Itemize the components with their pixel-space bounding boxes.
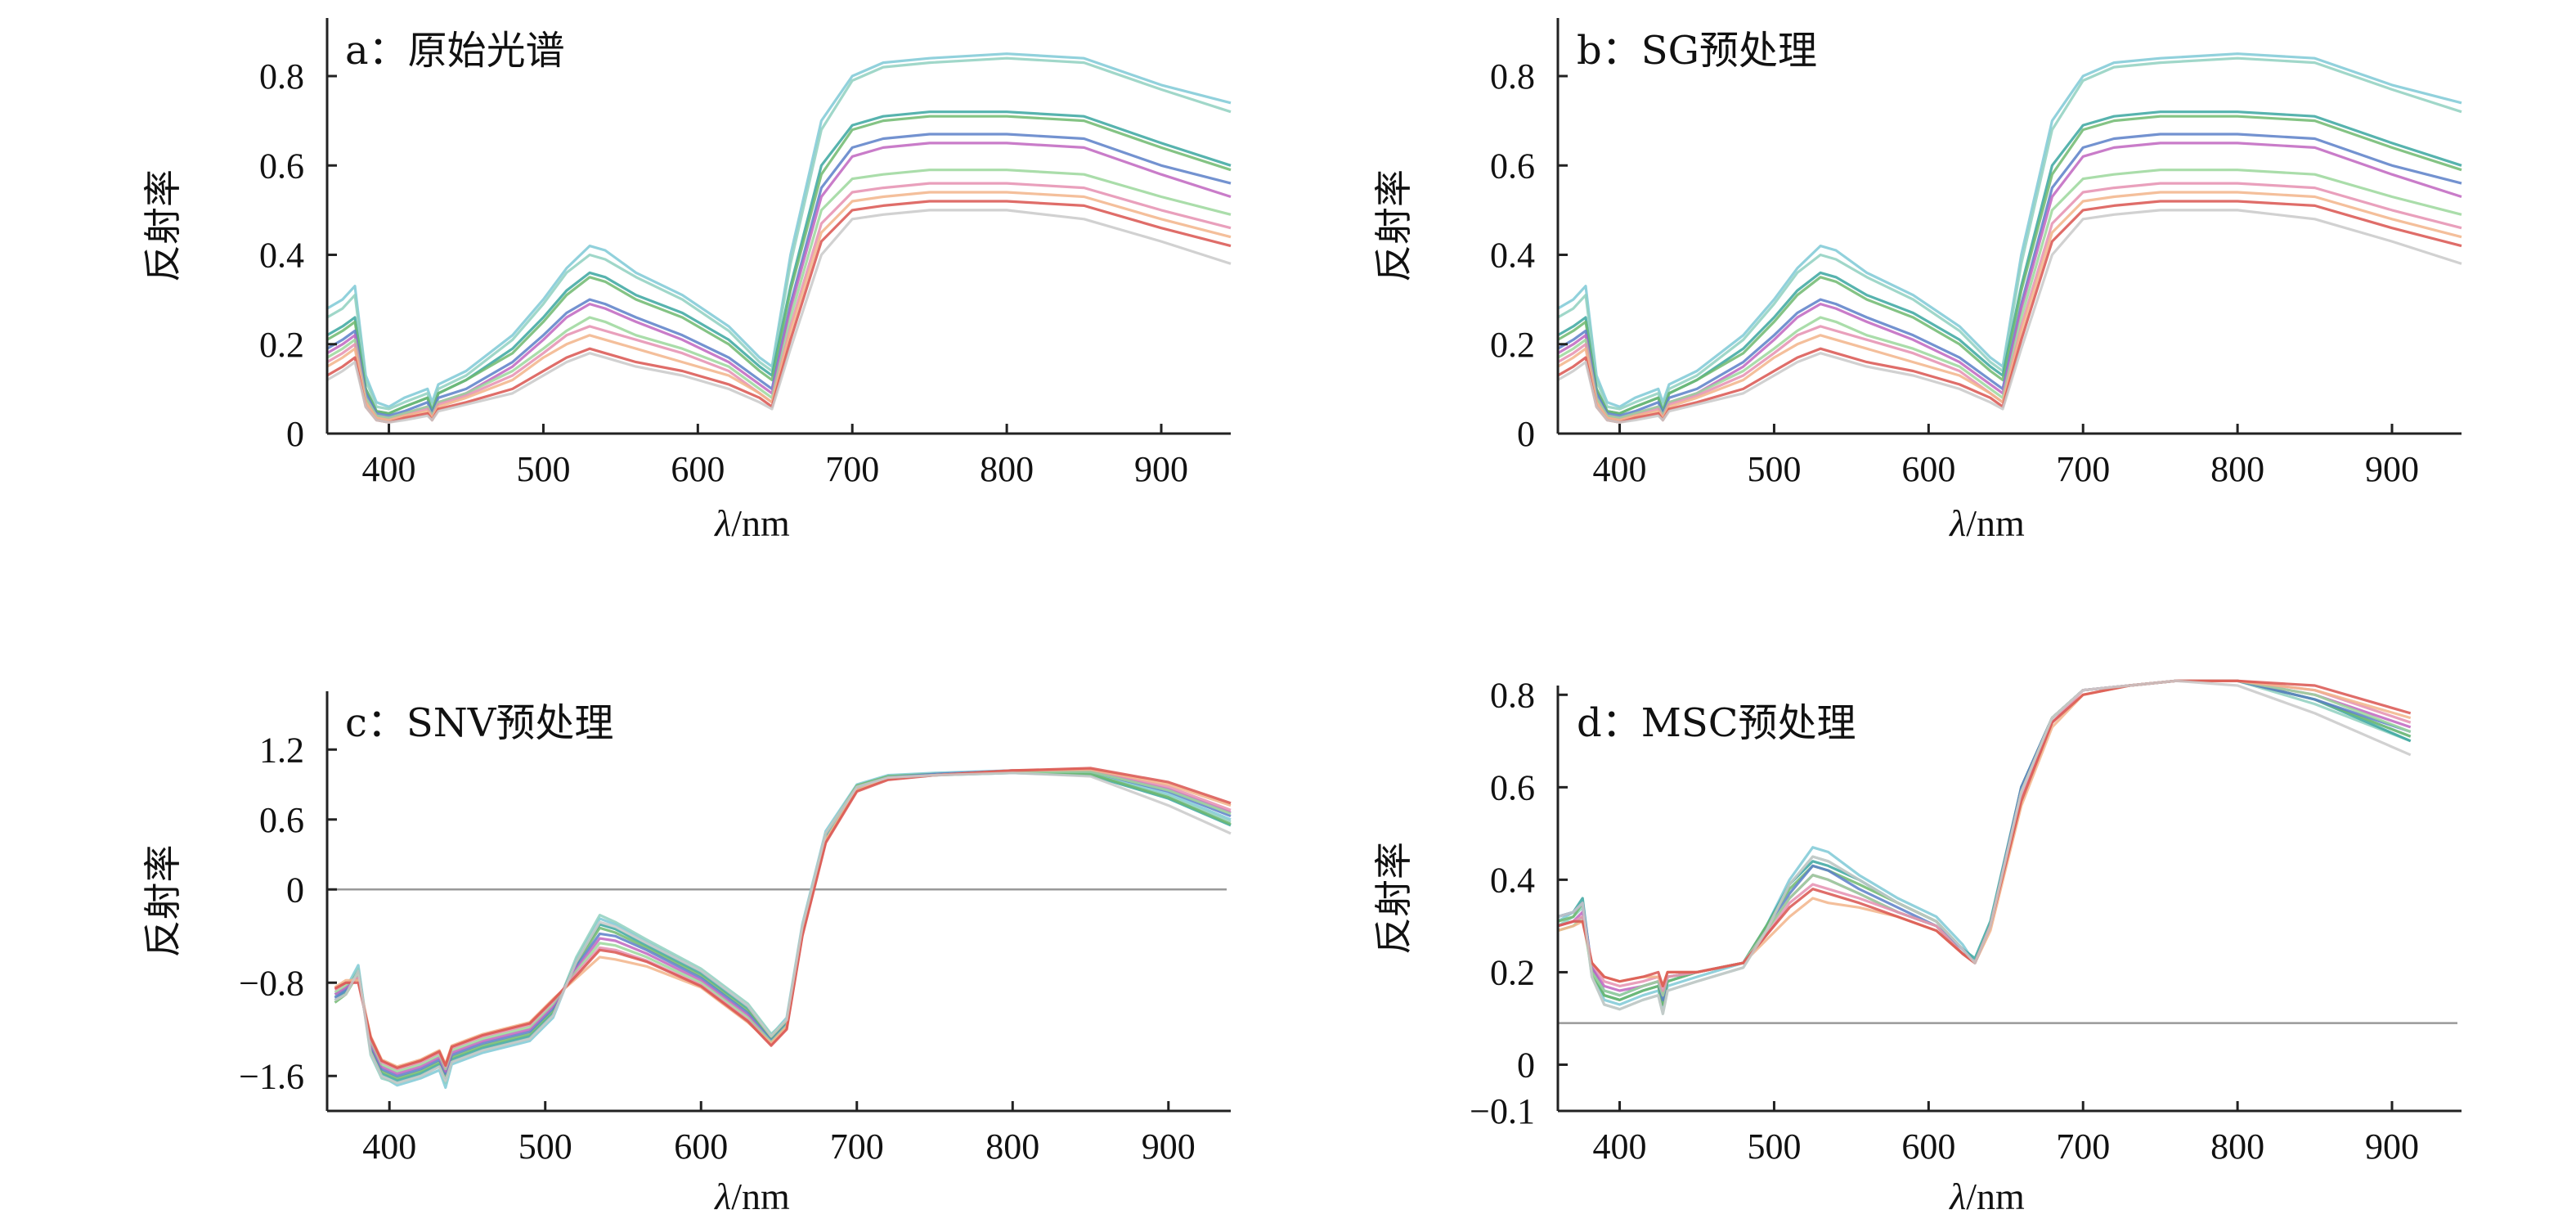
panel-c: c：SNV预处理 400 500 600 700 800 900 −1.6 −0.8 0 0.6 1… bbox=[142, 691, 1232, 1217]
x-tick-label: 500 bbox=[518, 1126, 572, 1167]
x-tick-label: 900 bbox=[2365, 1126, 2419, 1167]
spectrum-line-11 bbox=[1557, 209, 2462, 424]
spectrum-line-1 bbox=[1557, 52, 2462, 408]
x-tick-label: 800 bbox=[2210, 449, 2264, 489]
spectrum-line-2 bbox=[1557, 56, 2462, 411]
x-axis-title: λ/nm bbox=[713, 1176, 790, 1217]
spectrum-line-9 bbox=[1557, 191, 2462, 422]
y-tick-label: −0.1 bbox=[1470, 1091, 1535, 1131]
x-tick-label: 700 bbox=[2056, 449, 2110, 489]
x-tick-label: 600 bbox=[1901, 1126, 1955, 1167]
x-tick-label: 400 bbox=[362, 1126, 416, 1167]
spectrum-line-10 bbox=[334, 767, 1232, 1069]
panel-a-title: a：原始光谱 bbox=[345, 28, 565, 74]
y-tick-label: −0.8 bbox=[239, 963, 304, 1003]
y-axis-title: 反射率 bbox=[142, 169, 184, 282]
spectrum-line-5 bbox=[326, 133, 1232, 417]
x-tick-label: 900 bbox=[1142, 1126, 1196, 1167]
x-axis-unit: /nm bbox=[731, 1176, 790, 1217]
y-tick-label: 0.2 bbox=[1490, 325, 1535, 365]
spectrum-line-1 bbox=[326, 52, 1232, 408]
x-tick-label: 600 bbox=[671, 449, 725, 489]
x-axis-unit: /nm bbox=[1966, 502, 2025, 544]
y-tick-label: 0 bbox=[1517, 1045, 1535, 1085]
spectrum-line-5 bbox=[1557, 133, 2462, 417]
spectrum-line-7 bbox=[1557, 169, 2462, 420]
y-tick-label: 0.6 bbox=[1490, 767, 1535, 807]
y-tick-label: 0.6 bbox=[1490, 146, 1535, 186]
spectrum-line-2 bbox=[326, 56, 1232, 411]
y-tick-label: 0 bbox=[1517, 414, 1535, 454]
y-tick-label: 0.8 bbox=[1490, 56, 1535, 97]
x-tick-label: 800 bbox=[980, 449, 1034, 489]
panel-a: a：原始光谱 400 500 600 700 800 900 0 0.2 0.4 0.6 0.8 反射… bbox=[142, 18, 1232, 544]
x-tick-label: 800 bbox=[2210, 1126, 2264, 1167]
spectrum-line-11 bbox=[326, 209, 1232, 424]
panel-b-title: b：SG预处理 bbox=[1577, 28, 1817, 74]
x-axis-symbol: λ bbox=[1948, 502, 1966, 544]
x-axis-unit: /nm bbox=[1966, 1176, 2025, 1217]
spectrum-line-10 bbox=[1557, 679, 2412, 987]
panel-c-title: c：SNV预处理 bbox=[345, 700, 613, 746]
spectrum-line-4 bbox=[326, 115, 1232, 415]
y-axis-title: 反射率 bbox=[142, 845, 184, 958]
spectrum-line-9 bbox=[326, 191, 1232, 422]
y-tick-label: 0.4 bbox=[259, 236, 304, 276]
x-tick-label: 400 bbox=[362, 449, 416, 489]
x-tick-label: 700 bbox=[830, 1126, 884, 1167]
x-tick-label: 800 bbox=[985, 1126, 1039, 1167]
y-tick-label: 0.8 bbox=[259, 56, 304, 97]
x-tick-label: 600 bbox=[674, 1126, 728, 1167]
x-tick-label: 700 bbox=[2056, 1126, 2110, 1167]
y-tick-label: 0 bbox=[286, 414, 304, 454]
x-tick-label: 500 bbox=[1747, 1126, 1801, 1167]
y-tick-label: 0.2 bbox=[259, 325, 304, 365]
spectrum-line-11 bbox=[1557, 679, 2412, 1015]
x-tick-label: 900 bbox=[1134, 449, 1188, 489]
x-tick-label: 900 bbox=[2365, 449, 2419, 489]
panel-d: d：MSC预处理 400 500 600 700 800 900 −0.1 0 0.2 0.4 0.… bbox=[1373, 675, 2462, 1217]
y-tick-label: 0.4 bbox=[1490, 236, 1535, 276]
y-tick-label: 1.2 bbox=[259, 730, 304, 770]
x-tick-label: 700 bbox=[825, 449, 879, 489]
y-tick-label: 0.6 bbox=[259, 800, 304, 840]
x-axis-title: λ/nm bbox=[1948, 502, 2025, 544]
y-tick-label: 0.6 bbox=[259, 146, 304, 186]
x-axis-unit: /nm bbox=[731, 502, 790, 544]
y-tick-label: 0.2 bbox=[1490, 952, 1535, 992]
x-axis-title: λ/nm bbox=[1948, 1176, 2025, 1217]
panel-d-title: d：MSC预处理 bbox=[1577, 700, 1856, 746]
y-tick-label: 0 bbox=[286, 870, 304, 910]
x-tick-label: 600 bbox=[1901, 449, 1955, 489]
spectrum-line-2 bbox=[334, 770, 1232, 1085]
x-tick-label: 400 bbox=[1593, 449, 1647, 489]
x-axis-symbol: λ bbox=[713, 502, 731, 544]
y-tick-label: 0.8 bbox=[1490, 675, 1535, 715]
spectrum-line-11 bbox=[334, 771, 1232, 1085]
x-axis-symbol: λ bbox=[1948, 1176, 1966, 1217]
y-axis-title: 反射率 bbox=[1373, 842, 1415, 955]
x-axis-symbol: λ bbox=[713, 1176, 731, 1217]
x-tick-label: 500 bbox=[1747, 449, 1801, 489]
y-axis-title: 反射率 bbox=[1373, 169, 1415, 282]
x-tick-label: 500 bbox=[516, 449, 570, 489]
y-tick-label: 0.4 bbox=[1490, 860, 1535, 900]
spectrum-line-4 bbox=[1557, 115, 2462, 415]
x-tick-label: 400 bbox=[1593, 1126, 1647, 1167]
panel-b: b：SG预处理 400 500 600 700 800 900 0 0.2 0.4 0.6 0.8 反… bbox=[1373, 18, 2462, 544]
y-tick-label: −1.6 bbox=[239, 1056, 304, 1096]
spectrum-line-7 bbox=[326, 169, 1232, 420]
x-axis-title: λ/nm bbox=[713, 502, 790, 544]
